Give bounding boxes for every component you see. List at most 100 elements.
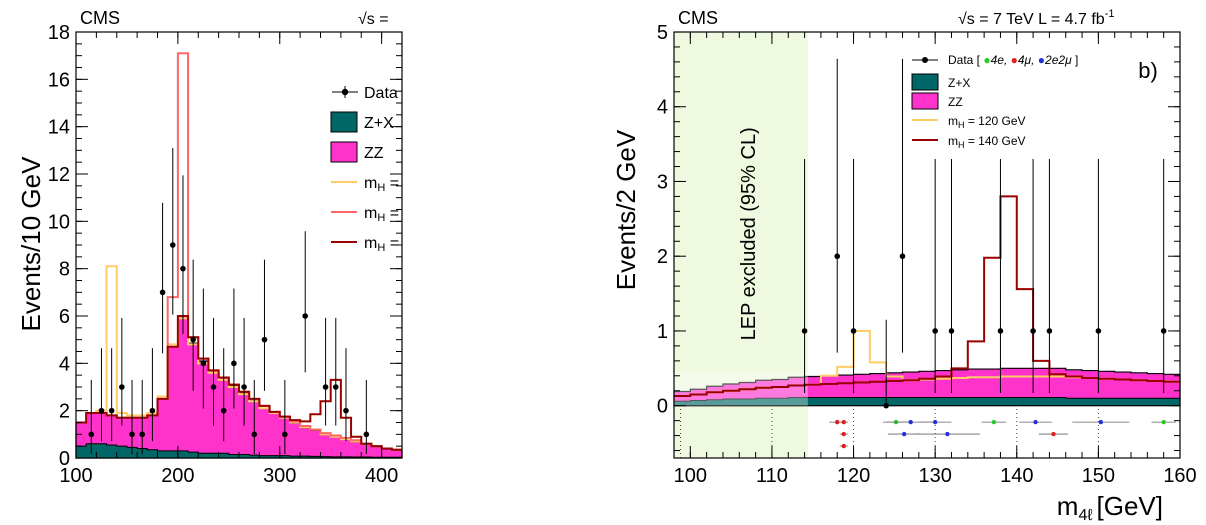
event-marker-4mu (1051, 431, 1056, 437)
x-tick-label: 120 (837, 465, 870, 487)
data-point (220, 407, 227, 414)
panel-a-axes: 100 200 300 400 0 2 4 6 8 10 12 14 16 18 (48, 22, 403, 487)
data-point (261, 336, 268, 343)
legend-data-marker (922, 57, 928, 63)
data-point (1095, 328, 1102, 334)
y-tick-label: 2 (657, 246, 668, 268)
data-point (98, 407, 105, 414)
x-tick-label: 160 (1163, 465, 1196, 487)
data-point (322, 384, 329, 390)
lep-excluded-label: LEP excluded (95% CL) (738, 127, 760, 340)
data-point (139, 431, 146, 438)
data-point (200, 360, 207, 367)
x-tick-label: 300 (263, 465, 296, 487)
y-tick-label: 16 (48, 69, 70, 91)
event-marker-4mu (841, 419, 846, 425)
data-point (834, 253, 841, 260)
data-point (899, 253, 906, 260)
data-point (997, 328, 1004, 334)
plot-frame (673, 31, 1181, 459)
panel-b-x-axis-title: m4ℓ [GeV] (1057, 491, 1163, 524)
event-marker-2e2mu (901, 431, 907, 437)
signal-line-1 (76, 265, 402, 451)
panel-b-legend: Data [ ●4e, ●4μ, ●2e2μ ] Z+X ZZ mH = 120 Ge… (911, 53, 1078, 150)
data-point (210, 384, 217, 390)
event-marker-4mu (841, 443, 846, 449)
data-point (1030, 328, 1036, 334)
y-tick-label: 10 (48, 211, 70, 233)
data-point (180, 265, 186, 272)
panel-a-y-axis-title: Events/10 GeV (16, 156, 46, 332)
data-point (169, 242, 176, 248)
signal-line-2 (674, 195, 1180, 397)
data-point (159, 289, 166, 296)
y-tick-label: 5 (657, 22, 668, 44)
legend-label: ZZ (948, 95, 963, 109)
legend-label: mH = (364, 235, 399, 254)
x-tick-label: 130 (918, 465, 951, 487)
data-point (251, 431, 258, 438)
y-tick-label: 8 (59, 259, 70, 281)
data-point (241, 384, 247, 390)
event-marker-2e2mu (908, 419, 913, 425)
event-marker-4e (991, 419, 997, 425)
legend-label: Z+X (948, 76, 970, 90)
y-tick-label: 12 (48, 164, 70, 186)
data-point (231, 360, 237, 367)
data-point (149, 407, 156, 414)
legend-label: ZZ (364, 145, 384, 162)
legend-label: mH = 140 GeV (948, 134, 1026, 150)
panel-a-signal-lines (76, 52, 402, 451)
data-point (119, 384, 125, 390)
legend-data-label: Data [ ●4e, ●4μ, ●2e2μ ] (948, 53, 1078, 67)
y-tick-label: 3 (657, 171, 668, 193)
legend-swatch (330, 141, 358, 163)
y-tick-label: 14 (48, 117, 70, 139)
data-point (948, 328, 955, 334)
event-marker-2e2mu (1098, 419, 1104, 425)
x-tick-label: 100 (674, 465, 707, 487)
legend-data-marker (341, 88, 349, 96)
legend-label: Z+X (364, 115, 394, 132)
x-tick-label: 110 (756, 465, 788, 487)
x-tick-label: 140 (1000, 465, 1033, 487)
y-tick-label: 6 (59, 306, 70, 328)
y-tick-label: 4 (59, 353, 70, 375)
event-marker-4mu (841, 431, 846, 437)
zx-fill (673, 396, 1181, 407)
event-marker-4e (1161, 419, 1166, 425)
panel-a-data-points (88, 147, 370, 454)
data-point (883, 402, 889, 409)
data-point (363, 431, 370, 438)
data-point (282, 431, 288, 438)
legend-swatch (911, 73, 939, 91)
legend-label: mH = (364, 205, 399, 224)
y-tick-label: 4 (657, 97, 668, 119)
zz-stack-fill (673, 367, 1181, 407)
event-marker-2e2mu (932, 419, 938, 425)
data-point (850, 328, 857, 334)
x-tick-label: 200 (161, 465, 194, 487)
x-tick-label: 400 (365, 465, 398, 487)
panel-a: CMS √s = Events/10 GeV 100 200 300 400 0 2 4 6 8… (16, 8, 403, 487)
legend-label: mH = (364, 175, 399, 194)
event-marker-2e2mu (945, 431, 950, 437)
panel-a-energy-label: √s = (358, 11, 389, 28)
panel-b-data-points (801, 58, 1167, 409)
legend-swatch (330, 111, 358, 133)
data-point (190, 336, 196, 343)
x-tick-label: 100 (59, 465, 92, 487)
signal-line-3 (76, 315, 402, 451)
event-marker-2e2mu (1033, 419, 1038, 425)
legend-swatch (911, 92, 939, 110)
data-point (1160, 328, 1167, 334)
data-point (932, 328, 938, 334)
data-point (801, 328, 808, 334)
event-marker-4mu (835, 419, 840, 425)
legend-label: Data (364, 85, 398, 102)
panel-a-cms-label: CMS (80, 8, 120, 28)
data-point (129, 431, 135, 438)
panel-b-axes: 100 110 120 130 140 150 160 0 1 2 3 4 5 (657, 22, 1197, 487)
legend-label: mH = 120 GeV (948, 114, 1026, 130)
